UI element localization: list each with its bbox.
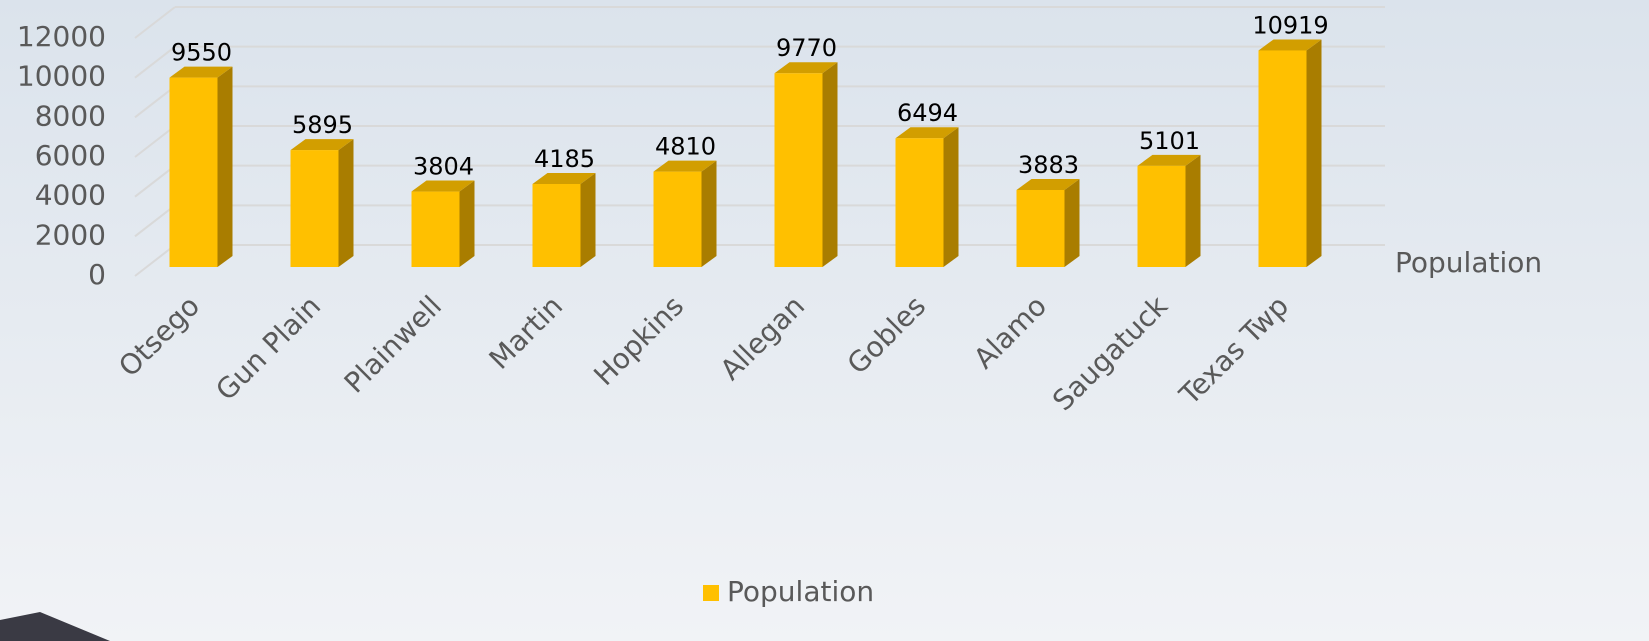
bar-side: [581, 173, 596, 267]
bar-side: [1065, 179, 1080, 267]
y-tick-label: 10000: [17, 60, 106, 93]
value-label: 10919: [1252, 11, 1328, 39]
bar: [170, 78, 218, 267]
bar-side: [1307, 39, 1322, 267]
chart: 020004000600080001000012000OtsegoGun Pla…: [0, 0, 1649, 641]
series-axis-label: Population: [1395, 246, 1542, 279]
value-label: 4810: [655, 133, 716, 161]
y-tick-label: 6000: [35, 139, 106, 172]
bar: [1259, 50, 1307, 267]
legend-swatch: [703, 585, 719, 601]
bar-side: [339, 139, 354, 267]
y-tick-label: 4000: [35, 179, 106, 212]
bar-side: [702, 161, 717, 267]
value-label: 6494: [897, 99, 958, 127]
legend-label: Population: [727, 575, 874, 608]
bar-side: [944, 127, 959, 267]
bar-side: [823, 62, 838, 267]
value-label: 5895: [292, 111, 353, 139]
y-tick-label: 8000: [35, 99, 106, 132]
bar: [412, 192, 460, 267]
bar: [291, 150, 339, 267]
bar: [1138, 166, 1186, 267]
value-label: 3804: [413, 153, 474, 181]
y-tick-label: 0: [88, 258, 106, 291]
value-label: 4185: [534, 145, 595, 173]
bar-side: [460, 181, 475, 267]
bar: [533, 184, 581, 267]
bar: [654, 172, 702, 267]
bar: [775, 73, 823, 267]
value-label: 9550: [171, 39, 232, 67]
value-label: 5101: [1139, 127, 1200, 155]
value-label: 3883: [1018, 151, 1079, 179]
bar: [896, 138, 944, 267]
bar: [1017, 190, 1065, 267]
y-tick-label: 2000: [35, 218, 106, 251]
bar-side: [1186, 155, 1201, 267]
value-label: 9770: [776, 34, 837, 62]
bar-side: [218, 67, 233, 267]
y-tick-label: 12000: [17, 20, 106, 53]
